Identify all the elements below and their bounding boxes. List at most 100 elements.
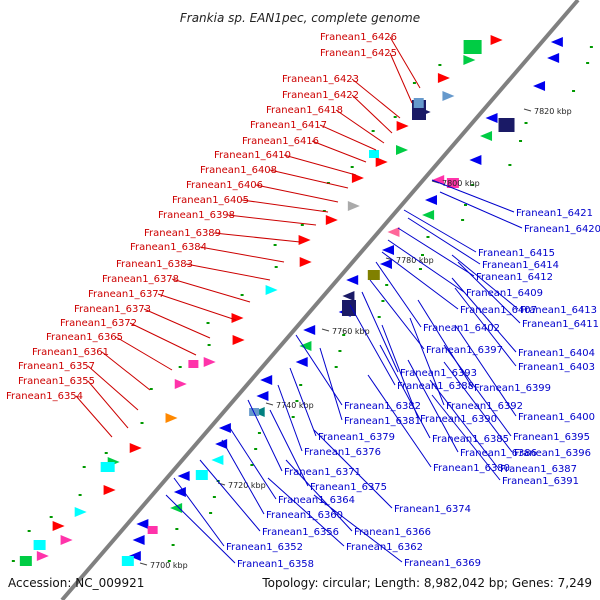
gene-tick <box>299 384 303 386</box>
forward-gene-label: Franean1_6357 <box>18 361 95 372</box>
reverse-gene-label: Franean1_6381 <box>344 416 421 427</box>
forward-gene-block <box>174 379 187 389</box>
kbp-tick <box>523 108 532 112</box>
reverse-gene-label: Franean1_6407 <box>460 305 537 316</box>
forward-gene-label: Franean1_6354 <box>6 391 83 402</box>
forward-gene-block <box>203 357 216 367</box>
forward-label-line <box>319 124 377 151</box>
reverse-gene-label: Franean1_6382 <box>344 401 421 412</box>
genome-backbone <box>60 0 580 600</box>
forward-gene-label: Franean1_6418 <box>266 105 343 116</box>
reverse-gene-block <box>342 291 355 301</box>
reverse-label-line <box>407 217 481 265</box>
forward-label-line <box>269 169 349 189</box>
forward-gene-block <box>100 462 115 472</box>
forward-label-line <box>335 109 385 144</box>
reverse-gene-block <box>446 178 459 188</box>
reverse-gene-block <box>170 503 183 513</box>
forward-gene-block <box>437 73 450 83</box>
reverse-gene-block <box>177 471 190 481</box>
reverse-label-line <box>367 374 432 468</box>
gene-tick <box>572 90 576 92</box>
forward-gene-block <box>19 556 32 566</box>
forward-label-line <box>213 232 301 243</box>
reverse-gene-label: Franean1_6404 <box>518 348 595 359</box>
forward-gene-block <box>369 150 379 158</box>
gene-tick <box>11 560 15 562</box>
forward-gene-label: Franean1_6372 <box>60 318 137 329</box>
forward-gene-label: Franean1_6361 <box>32 347 109 358</box>
gene-tick <box>257 432 261 434</box>
gene-tick <box>82 466 86 468</box>
gene-tick <box>250 464 254 466</box>
reverse-gene-label: Franean1_6415 <box>478 248 555 259</box>
reverse-gene-block <box>367 270 380 280</box>
reverse-gene-label: Franean1_6371 <box>284 467 361 478</box>
gene-tick <box>426 236 430 238</box>
forward-label-line <box>87 380 129 429</box>
forward-gene-block <box>396 145 408 155</box>
reverse-gene-label: Franean1_6399 <box>474 383 551 394</box>
forward-gene-label: Franean1_6406 <box>186 180 263 191</box>
gene-tick <box>149 388 153 390</box>
gene-tick <box>421 254 424 256</box>
reverse-gene-label: Franean1_6379 <box>318 432 395 443</box>
forward-gene-block <box>265 285 278 295</box>
reverse-gene-block <box>422 210 435 220</box>
reverse-label-line <box>313 429 393 509</box>
forward-label-line <box>101 351 151 391</box>
forward-label-line <box>75 395 113 438</box>
reverse-gene-block <box>211 455 224 465</box>
reverse-label-line <box>439 191 523 229</box>
gene-tick <box>209 512 213 514</box>
forward-gene-block <box>299 257 312 267</box>
reverse-label-line <box>369 279 425 350</box>
reverse-label-line <box>349 304 396 386</box>
forward-gene-label: Franean1_6410 <box>214 150 291 161</box>
gene-tick <box>27 530 31 532</box>
gene-tick <box>291 416 295 418</box>
gene-tick <box>418 268 422 270</box>
forward-gene-block <box>103 485 116 495</box>
gene-tick <box>273 244 277 246</box>
kbp-tick <box>139 562 148 566</box>
reverse-gene-block <box>469 155 482 165</box>
forward-gene-label: Franean1_6377 <box>88 289 165 300</box>
gene-tick <box>338 350 342 352</box>
forward-label-line <box>227 214 317 226</box>
reverse-gene-block <box>136 519 149 529</box>
gene-tick <box>464 204 467 206</box>
forward-gene-block <box>231 313 244 323</box>
reverse-gene-block <box>547 53 560 63</box>
reverse-label-line <box>417 299 473 388</box>
gene-tick <box>385 284 389 286</box>
forward-gene-label: Franean1_6398 <box>158 210 235 221</box>
gene-tick <box>240 294 244 296</box>
gene-tick <box>104 452 108 454</box>
gene-tick <box>586 62 590 64</box>
reverse-gene-label: Franean1_6360 <box>266 510 343 521</box>
gene-tick <box>334 366 338 368</box>
reverse-label-line <box>407 359 459 453</box>
reverse-gene-labels: Franean1_6421Franean1_6420Franean1_6415F… <box>226 208 600 570</box>
forward-gene-block <box>36 551 49 561</box>
map-title: Frankia sp. EAN1pec, complete genome <box>180 11 420 25</box>
forward-label-line <box>351 78 401 119</box>
forward-gene-label: Franean1_6423 <box>282 74 359 85</box>
forward-gene-block <box>463 55 476 65</box>
reverse-gene-label: Franean1_6388 <box>397 381 474 392</box>
forward-gene-block <box>52 521 65 531</box>
forward-gene-label: Franean1_6417 <box>250 120 327 131</box>
forward-label-line <box>115 336 173 371</box>
reverse-label-line <box>295 334 343 406</box>
kbp-label: 7820 kbp <box>534 107 572 116</box>
gene-tick <box>78 494 82 496</box>
forward-gene-block <box>396 121 409 131</box>
forward-label-line <box>311 140 367 163</box>
gene-tick <box>461 219 465 221</box>
reverse-label-line <box>381 324 419 419</box>
reverse-gene-block <box>215 439 228 449</box>
forward-gene-label: Franean1_6383 <box>116 259 193 270</box>
reverse-gene-label: Franean1_6391 <box>502 476 579 487</box>
